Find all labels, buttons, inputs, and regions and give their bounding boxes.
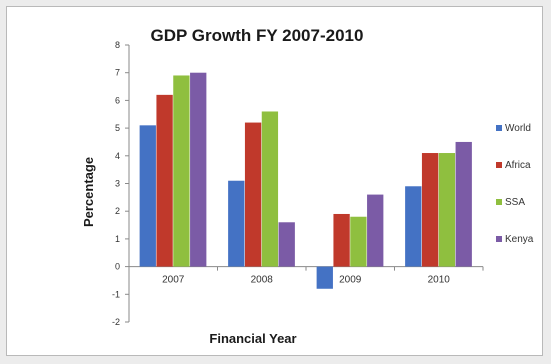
y-tick-label: 0 [115,262,120,272]
legend-label-kenya: Kenya [505,234,534,245]
legend-swatch-ssa [496,199,502,205]
bar-kenya-2010 [455,141,472,267]
y-tick-label: -1 [112,289,120,299]
y-tick-label: 6 [115,95,120,105]
bar-africa-2010 [421,153,439,267]
x-category-label: 2007 [162,275,185,286]
x-axis-title: Financial Year [209,331,296,346]
y-tick-label: 8 [115,40,120,50]
bar-ssa-2008 [261,111,279,267]
legend-label-africa: Africa [505,160,531,171]
y-tick-label: 4 [115,151,120,161]
y-tick-label: 1 [115,234,120,244]
bar-ssa-2010 [438,153,456,267]
legend-swatch-world [496,125,502,131]
legend-swatch-africa [496,162,502,168]
bar-world-2007 [139,125,156,267]
legend: World Africa SSA Kenya [496,123,534,245]
y-tick-label: 7 [115,68,120,78]
y-tick-label: 2 [115,206,120,216]
bar-kenya-2008 [278,222,295,267]
bar-ssa-2007 [173,75,190,267]
legend-label-ssa: SSA [505,197,525,208]
y-tick-label: 5 [115,123,120,133]
legend-swatch-kenya [496,236,502,242]
y-axis-title: Percentage [81,157,96,227]
chart-title: GDP Growth FY 2007-2010 [151,26,364,45]
chart-frame: GDP Growth FY 2007-2010 Financial Year P… [6,6,543,356]
x-category-label: 2010 [428,275,451,286]
y-tick-label: 3 [115,179,120,189]
bar-africa-2009 [333,213,350,267]
bar-world-2010 [405,186,422,267]
x-category-label: 2009 [339,275,362,286]
y-tick-label: -2 [112,317,120,327]
gdp-growth-chart: GDP Growth FY 2007-2010 Financial Year P… [81,26,534,346]
bar-world-2009 [316,266,333,289]
bar-ssa-2009 [350,216,367,267]
x-category-label: 2008 [251,275,274,286]
bar-kenya-2007 [190,72,207,267]
bar-world-2008 [228,180,245,267]
legend-label-world: World [505,123,531,134]
bar-kenya-2009 [367,194,384,267]
bar-africa-2008 [244,122,262,267]
plot-area: -2 -1 0 1 2 3 4 5 6 7 8 2007 2008 2009 2010 [112,40,484,327]
bar-africa-2007 [156,94,173,267]
